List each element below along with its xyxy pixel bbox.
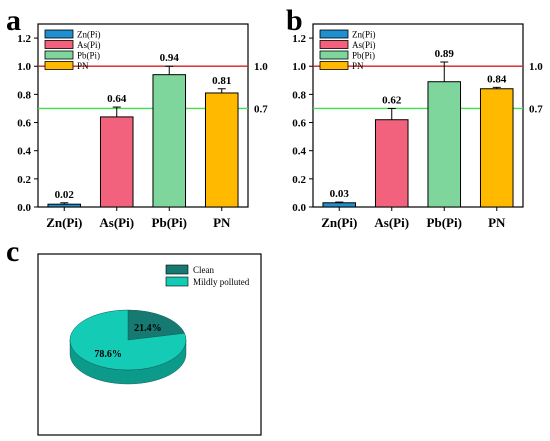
reference-line-label: 1.0 [529,61,543,73]
data-label: 0.81 [212,75,231,87]
legend-swatch [44,40,74,49]
y-tick-label: 0.4 [17,146,31,158]
bar [479,88,514,208]
bar [99,116,134,208]
plot-frame [37,23,249,208]
legend-label: Zn(Pi) [352,30,376,40]
legend-swatch [165,264,189,275]
data-label: 0.84 [487,73,507,85]
slice-label: 21.4% [134,323,162,334]
legend-label: PN [352,61,364,71]
y-tick-label: 0.0 [17,202,31,214]
slice-label: 78.6% [94,349,122,360]
legend-swatch [319,29,349,39]
y-tick-label: 1.0 [17,61,31,73]
legend-swatch [319,61,349,70]
x-tick-label: Pb(Pi) [152,215,187,230]
y-tick-label: 0.0 [292,202,306,214]
bar [374,119,409,208]
pie-slice [127,309,185,341]
legend-label: Pb(Pi) [352,51,375,61]
x-tick-label: Zn(Pi) [321,215,357,230]
data-label: 0.94 [160,52,180,64]
x-tick-label: Zn(Pi) [46,215,82,230]
legend-label: Pb(Pi) [77,51,100,61]
y-tick-label: 0.6 [17,118,31,130]
panel-a: a 0.0 0.2 0.4 0.6 0.8 1.0 1.2 1.0 0.7 0.02 Zn(Pi) 0.… [6,4,268,230]
bar [47,203,82,208]
y-tick-label: 1.0 [292,61,306,73]
x-tick-label: PN [213,215,231,230]
data-label: 0.62 [382,94,402,106]
pie-slice [69,309,187,371]
x-tick-label: PN [488,215,506,230]
bar [204,92,239,208]
bar [427,81,462,208]
y-tick-label: 1.2 [292,33,306,45]
panel-c: c 21.4% 78.6% Clean Mildly polluted [6,235,262,436]
y-tick-label: 0.8 [17,89,31,101]
plot-frame [312,23,524,208]
data-label: 0.02 [55,189,75,201]
reference-line-label: 0.7 [529,103,543,115]
y-tick-label: 0.2 [292,174,306,186]
legend-swatch [44,61,74,70]
legend-label: As(Pi) [352,40,376,50]
panel-b: b 0.0 0.2 0.4 0.6 0.8 1.0 1.2 1.0 0.7 0.03 Zn(Pi) 0.… [286,4,543,230]
legend-label: Zn(Pi) [77,30,101,40]
y-tick-label: 0.2 [17,174,31,186]
bar [322,202,357,208]
data-label: 0.03 [330,188,350,200]
legend-swatch [319,40,349,49]
panel-letter: b [286,4,303,37]
plot-frame [37,253,262,436]
legend-label: Clean [193,265,214,275]
y-tick-label: 0.6 [292,118,306,130]
legend-label: PN [77,61,89,71]
legend-swatch [44,50,74,60]
legend-swatch [44,29,74,39]
data-label: 0.64 [107,93,127,105]
x-tick-label: As(Pi) [374,215,409,230]
data-label: 0.89 [435,48,455,60]
legend-label: Mildly polluted [193,277,250,287]
y-tick-label: 0.8 [292,89,306,101]
x-tick-label: As(Pi) [99,215,134,230]
legend-label: As(Pi) [77,40,101,50]
legend-swatch [319,50,349,60]
y-tick-label: 1.2 [17,33,31,45]
x-tick-label: Pb(Pi) [427,215,462,230]
legend-swatch [165,276,189,287]
reference-line-label: 0.7 [254,103,268,115]
panel-letter: c [6,235,19,268]
y-tick-label: 0.4 [292,146,306,158]
panel-letter: a [6,4,21,37]
bar [152,74,187,208]
reference-line-label: 1.0 [254,61,268,73]
